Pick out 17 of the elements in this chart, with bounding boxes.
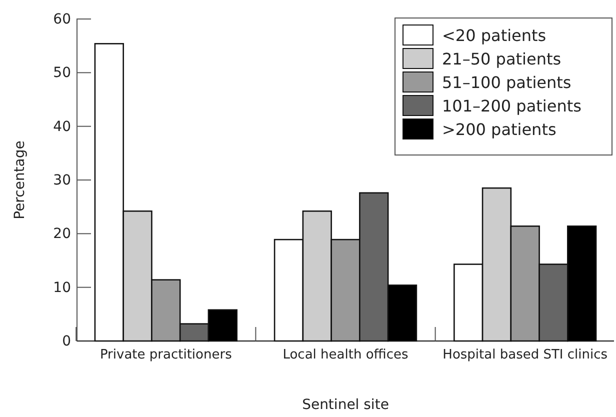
- y-axis-title: Percentage: [12, 140, 28, 220]
- legend-label: <20 patients: [442, 26, 546, 45]
- x-axis-title: Sentinel site: [302, 397, 389, 413]
- legend-label: 101–200 patients: [442, 96, 582, 116]
- legend-label: 21–50 patients: [442, 50, 562, 68]
- y-tick-label: 10: [53, 280, 71, 296]
- y-tick-label: 20: [53, 226, 71, 242]
- legend-label: 51–100 patients: [442, 73, 572, 92]
- x-tick-label: Hospital based STI clinics: [442, 347, 608, 362]
- y-tick-label: 0: [62, 333, 71, 350]
- y-tick-label: 60: [53, 11, 71, 28]
- x-tick-label: Local health offices: [282, 347, 408, 362]
- y-tick-label: 30: [53, 172, 71, 188]
- x-tick-label: Private practitioners: [100, 347, 232, 362]
- y-tick-label: 50: [53, 65, 71, 82]
- legend-label: >200 patients: [442, 120, 556, 139]
- y-tick-label: 40: [53, 118, 71, 135]
